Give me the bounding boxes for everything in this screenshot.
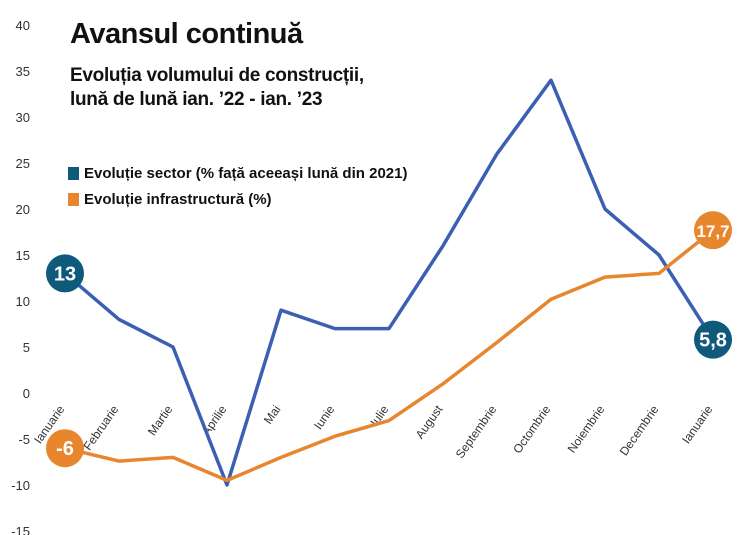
y-tick-label: 5 (23, 340, 30, 355)
y-tick-label: 20 (16, 202, 30, 217)
subtitle-line-1: Evoluția volumului de construcții, (70, 65, 364, 86)
value-badge-circle (694, 211, 732, 250)
legend-swatch-sector (68, 166, 79, 180)
x-tick-label: Martie (145, 402, 176, 438)
value-badge-label: 5,8 (699, 330, 727, 352)
y-tick-label: 30 (16, 110, 30, 125)
x-axis-ticks: Ianuarie Februarie Martie Aprilie Mai Iunie Iu… (31, 402, 716, 461)
legend-swatch-infrastructure (68, 192, 79, 206)
value-badge-label: 13 (54, 263, 76, 285)
chart-title: Avansul continuă (70, 18, 303, 50)
legend-label-sector: Evoluție sector (% față aceeași lună din… (84, 164, 408, 182)
y-axis-ticks: 40 35 30 25 20 15 10 5 0 -5 -10 -15 (11, 18, 30, 535)
y-tick-label: 10 (16, 294, 30, 309)
value-badges: 13 5,8 -6 17,7 (46, 211, 732, 468)
legend-label-infrastructure: Evoluție infrastructură (%) (84, 190, 272, 208)
x-tick-label: Iunie (311, 402, 338, 432)
value-badge: 5,8 (694, 320, 732, 359)
value-badge: 17,7 (694, 211, 732, 250)
x-tick-label: Septembrie (453, 402, 500, 461)
chart-legend: Evoluție sector (% față aceeași lună din… (68, 160, 407, 212)
legend-item-infrastructure: Evoluție infrastructură (%) (68, 186, 407, 212)
x-tick-label: Ianuarie (679, 402, 716, 446)
subtitle-line-2: lună de lună ian. ’22 - ian. ’23 (70, 89, 323, 110)
value-badge: 13 (46, 254, 84, 293)
y-tick-label: -5 (18, 432, 30, 447)
y-tick-label: 15 (16, 248, 30, 263)
value-badge-circle (46, 254, 84, 293)
legend-item-sector: Evoluție sector (% față aceeași lună din… (68, 160, 407, 186)
value-badge-label: 17,7 (696, 222, 729, 241)
x-tick-label: Mai (261, 403, 284, 427)
value-badge-circle (46, 429, 84, 468)
x-tick-label: Octombrie (510, 402, 553, 456)
x-tick-label: Noiembrie (565, 402, 608, 455)
chart-subtitle: Evoluția volumului de construcții, lună … (70, 64, 490, 112)
x-tick-label: Decembrie (617, 402, 662, 458)
series-line-infrastructure (63, 228, 715, 483)
value-badge: -6 (46, 429, 84, 468)
value-badge-circle (694, 320, 732, 359)
x-tick-label: Februarie (81, 402, 122, 452)
y-tick-label: 40 (16, 18, 30, 33)
value-badge-label: -6 (56, 438, 74, 460)
x-tick-label: August (413, 402, 446, 441)
y-tick-label: -10 (11, 478, 30, 493)
y-tick-label: 25 (16, 156, 30, 171)
y-tick-label: 35 (16, 64, 30, 79)
y-tick-label: -15 (11, 524, 30, 535)
y-tick-label: 0 (23, 386, 30, 401)
